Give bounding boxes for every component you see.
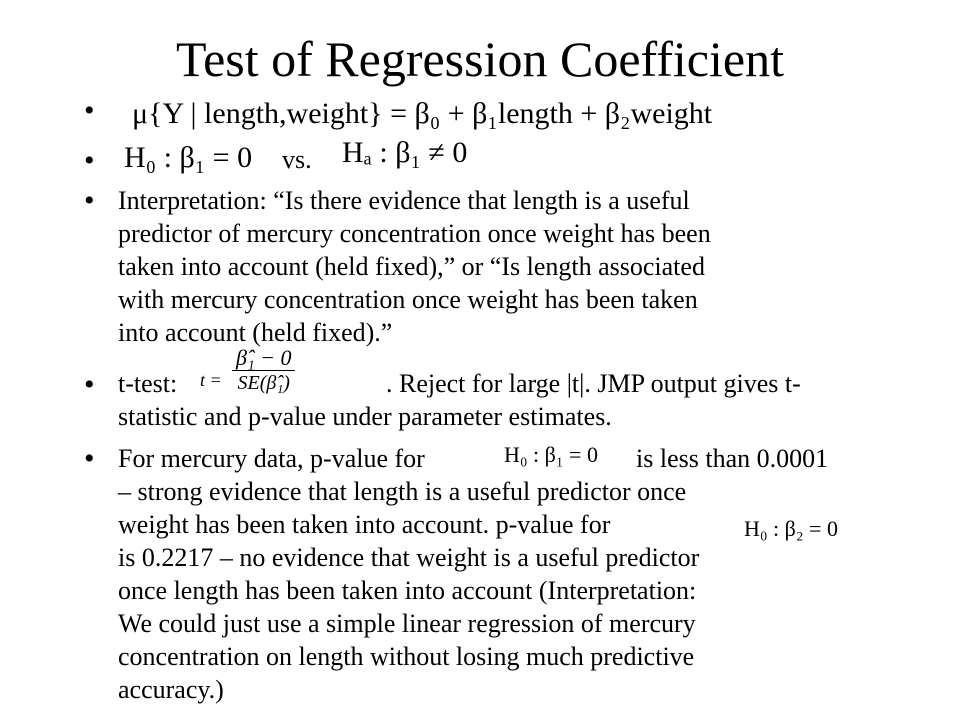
mercury-line: weight has been taken into account. p-va… — [118, 510, 611, 539]
interpretation-line: Interpretation: “Is there evidence that … — [118, 186, 690, 215]
mercury-line: concentration on length without losing m… — [118, 642, 695, 671]
mercury-line: is less than 0.0001 — [636, 444, 829, 473]
page-title: Test of Regression Coefficient — [176, 31, 784, 87]
ttest-denominator: SE(β̂₁) — [237, 372, 290, 394]
mercury-h0-beta2: H₀ : β₂ = 0 — [744, 516, 838, 541]
mercury-line: accuracy.) — [118, 675, 224, 704]
alt-hypothesis: Hₐ : β₁ ≠ 0 — [342, 136, 468, 169]
mercury-line: For mercury data, p-value for — [118, 444, 425, 473]
mercury-line: We could just use a simple linear regres… — [118, 609, 696, 638]
interpretation-line: predictor of mercury concentration once … — [118, 219, 711, 248]
mercury-h0-beta1: H₀ : β₁ = 0 — [504, 442, 598, 467]
mercury-line: is 0.2217 – no evidence that weight is a… — [118, 543, 700, 572]
ttest-description: . Reject for large |t|. JMP output gives… — [386, 369, 801, 398]
ttest-fraction: β̂₁ − 0 SE(β̂₁) — [232, 345, 296, 395]
ttest-prefix: t-test: — [118, 369, 178, 398]
model-equation: μ{Y | length,weight} = β₀ + β₁length + β… — [132, 97, 713, 130]
mercury-line: – strong evidence that length is a usefu… — [118, 477, 687, 506]
interpretation-line: with mercury concentration once weight h… — [118, 285, 698, 314]
bullet-marker: • — [84, 442, 95, 475]
interpretation-line: taken into account (held fixed),” or “Is… — [118, 252, 705, 281]
fraction-bar — [232, 370, 296, 371]
bullet-marker: • — [84, 144, 95, 177]
mercury-line: once length has been taken into account … — [118, 576, 697, 605]
ttest-description-cont: statistic and p-value under parameter es… — [118, 402, 612, 431]
bullet-marker: • — [84, 94, 95, 127]
null-hypothesis: H₀ : β₁ = 0 — [124, 141, 253, 174]
bullet-marker: • — [84, 368, 95, 401]
ttest-formula-lhs: t = — [200, 370, 222, 390]
interpretation-line: into account (held fixed).” — [118, 318, 393, 347]
bullet-marker: • — [84, 184, 95, 217]
vs-label: vs. — [282, 145, 312, 174]
ttest-numerator: β̂₁ − 0 — [236, 345, 292, 370]
